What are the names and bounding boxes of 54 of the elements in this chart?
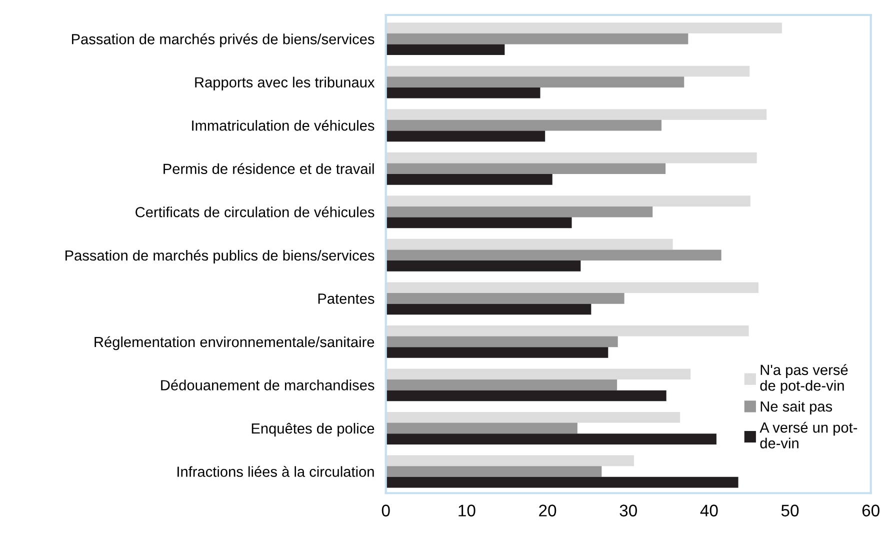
x-tick-label: 50	[781, 504, 799, 516]
y-tick-label: Certificats de circulation de véhicules	[136, 206, 374, 218]
bar	[386, 347, 608, 358]
bar	[386, 44, 505, 56]
x-tick-label: 40	[700, 504, 718, 516]
bar	[386, 196, 750, 206]
bar	[386, 130, 546, 142]
bar	[386, 217, 572, 228]
y-tick-label: Permis de résidence et de travail	[164, 163, 374, 174]
y-tick-label: Passation de marchés privés de biens/services	[72, 33, 374, 48]
bar	[386, 238, 673, 250]
legend-label: A versé un pot- de-vin	[760, 422, 858, 448]
bar	[386, 174, 552, 185]
y-tick-label: Dédouanement de marchandises	[161, 379, 374, 390]
bar	[386, 260, 581, 272]
bar	[386, 455, 634, 466]
bar	[386, 206, 653, 218]
bar	[386, 76, 684, 88]
legend-label: Ne sait pas	[760, 400, 832, 415]
bar	[386, 66, 750, 77]
bar	[386, 250, 722, 261]
y-tick-label: Immatriculation de véhicules	[192, 120, 374, 131]
bar	[386, 109, 767, 120]
bar	[386, 87, 540, 98]
bar	[386, 380, 618, 390]
bar	[386, 368, 691, 380]
bar	[386, 325, 749, 336]
legend-label: N'a pas versé de pot-de-vin	[760, 364, 848, 394]
x-tick-label: 20	[539, 504, 556, 516]
y-tick-label: Rapports avec les tribunaux	[195, 76, 375, 90]
bar	[386, 390, 666, 402]
y-tick-label: Infractions liées à la circulation	[178, 466, 374, 477]
x-tick-label: 30	[620, 504, 637, 516]
bar	[386, 336, 618, 348]
bar	[386, 282, 758, 294]
bar	[386, 163, 666, 174]
bar	[386, 422, 578, 434]
bar	[386, 120, 662, 131]
y-tick-label: Enquêtes de police	[252, 422, 374, 437]
x-tick-label: 10	[458, 504, 476, 516]
x-tick-label: 60	[862, 504, 880, 516]
bar	[386, 22, 782, 34]
bar	[386, 466, 602, 477]
bar	[386, 476, 738, 488]
bar	[386, 152, 757, 164]
y-tick-label: Réglementation environnementale/sanitaire	[94, 336, 374, 350]
bar	[386, 434, 716, 444]
y-tick-label: Passation de marchés publics de biens/services	[66, 250, 374, 264]
bar	[386, 412, 680, 423]
bar	[386, 33, 688, 44]
bar	[386, 304, 592, 315]
x-tick-label: 0	[382, 504, 390, 516]
y-tick-label: Patentes	[318, 294, 374, 304]
bar	[386, 293, 624, 304]
